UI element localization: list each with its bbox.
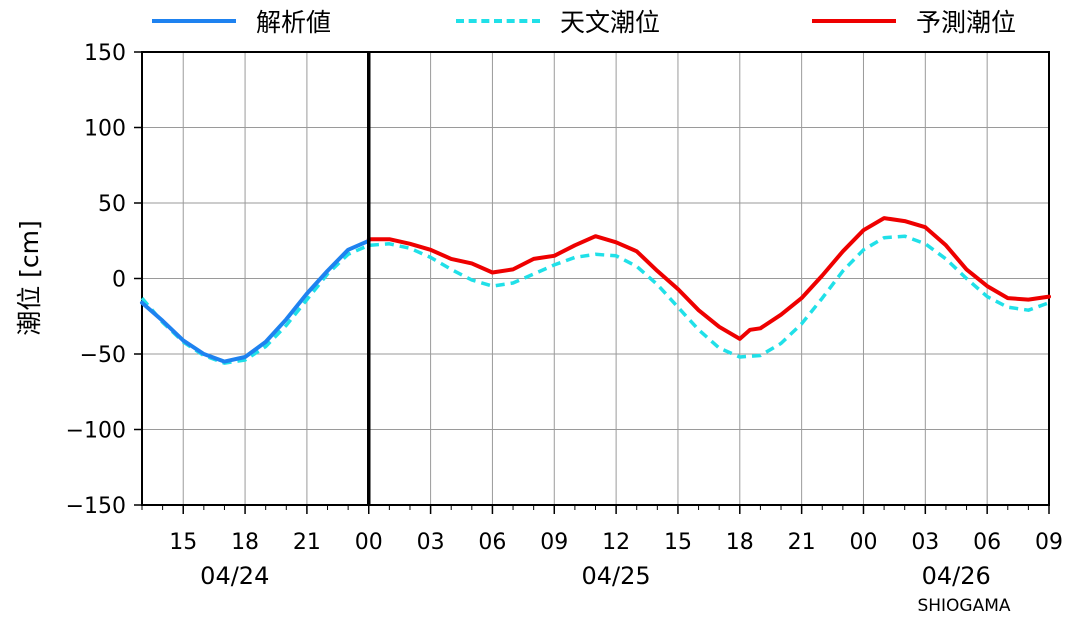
x-tick-label: 18 — [726, 530, 754, 555]
legend-item-forecast: 予測潮位 — [812, 4, 1016, 38]
series-line-forecast — [366, 216, 1051, 341]
y-tick-label: −150 — [66, 494, 126, 519]
x-tick-label: 18 — [231, 530, 259, 555]
station-name: SHIOGAMA — [917, 596, 1011, 616]
y-tick-label: −100 — [66, 419, 126, 444]
x-tick-label: 12 — [602, 530, 630, 555]
x-tick-label: 06 — [478, 530, 506, 555]
legend-item-analysis: 解析値 — [152, 4, 331, 38]
legend-swatch-astronomical — [456, 19, 540, 23]
x-tick-label: 03 — [911, 530, 939, 555]
x-tick-label: 09 — [1035, 530, 1063, 555]
y-tick-label: −50 — [80, 343, 126, 368]
legend-label-astronomical: 天文潮位 — [560, 8, 661, 37]
x-date-label: 04/24 — [200, 562, 269, 590]
series-line-analysis — [140, 238, 371, 364]
legend-item-astronomical: 天文潮位 — [456, 4, 660, 38]
legend-label-forecast: 予測潮位 — [916, 8, 1017, 37]
x-date-label: 04/26 — [922, 562, 991, 590]
y-tick-label: 100 — [84, 117, 126, 142]
x-tick-label: 03 — [417, 530, 445, 555]
legend-label-analysis: 解析値 — [256, 8, 332, 37]
x-tick-label: 09 — [540, 530, 568, 555]
x-tick-label: 06 — [973, 530, 1001, 555]
x-tick-label: 00 — [849, 530, 877, 555]
x-tick-label: 21 — [788, 530, 816, 555]
plot-frame — [141, 51, 1050, 506]
x-tick-label: 15 — [664, 530, 692, 555]
x-tick-label: 21 — [293, 530, 321, 555]
y-tick-label: 0 — [112, 268, 126, 293]
legend-swatch-forecast — [812, 19, 896, 23]
legend: 解析値 天文潮位 予測潮位 — [0, 0, 1067, 46]
legend-swatch-analysis — [152, 19, 236, 23]
series-line-astronomical — [140, 234, 1050, 365]
x-tick-label: 00 — [355, 530, 383, 555]
y-tick-label: 50 — [98, 192, 126, 217]
x-tick-label: 15 — [169, 530, 197, 555]
y-tick-label: 150 — [84, 41, 126, 66]
x-date-label: 04/25 — [582, 562, 651, 590]
